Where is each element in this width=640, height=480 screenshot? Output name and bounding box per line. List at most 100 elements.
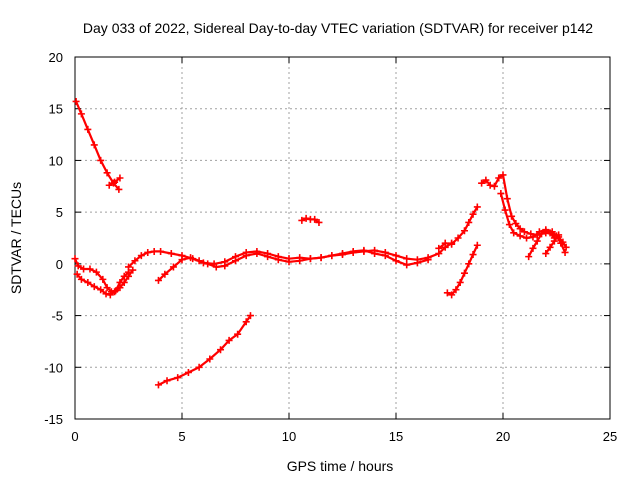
data-point: [73, 270, 81, 278]
data-point: [542, 250, 550, 258]
data-point: [242, 318, 250, 326]
data-point: [529, 233, 537, 241]
data-point: [212, 263, 220, 271]
data-point: [503, 195, 511, 203]
data-point: [523, 234, 531, 242]
data-point: [204, 260, 212, 268]
data-point: [77, 110, 85, 118]
data-point: [460, 269, 468, 277]
data-point: [206, 355, 214, 363]
grid: [75, 57, 610, 419]
x-tick-label: 10: [282, 429, 296, 444]
data-point: [167, 250, 175, 258]
y-tick-label: 0: [56, 257, 63, 272]
data-series: [71, 97, 570, 389]
y-tick-label: -15: [44, 412, 63, 427]
data-point: [486, 181, 494, 189]
data-point: [403, 261, 411, 269]
data-point: [508, 212, 516, 220]
data-point: [443, 289, 451, 297]
data-point: [441, 239, 449, 247]
data-point: [542, 227, 550, 235]
data-point: [302, 214, 310, 222]
data-point: [174, 374, 182, 382]
data-point: [465, 260, 473, 268]
data-point: [371, 250, 379, 258]
x-tick-label: 0: [71, 429, 78, 444]
data-point: [187, 254, 195, 262]
data-point: [306, 255, 314, 263]
data-point: [561, 248, 569, 256]
data-point: [392, 257, 400, 265]
data-point: [546, 243, 554, 251]
data-point: [315, 218, 323, 226]
data-point: [555, 231, 563, 239]
series-trace: [157, 249, 430, 282]
data-point: [490, 182, 498, 190]
data-point: [512, 220, 520, 228]
data-point: [497, 190, 505, 198]
data-point: [349, 247, 357, 255]
data-point: [529, 244, 537, 252]
series-arc-1b: [105, 174, 124, 189]
data-point: [317, 254, 325, 262]
data-point: [516, 225, 524, 233]
data-point: [225, 336, 233, 344]
data-point: [232, 257, 239, 265]
x-tick-label: 20: [496, 429, 510, 444]
x-tick-label: 25: [603, 429, 617, 444]
data-point: [465, 218, 473, 226]
data-point: [510, 229, 518, 237]
data-point: [469, 210, 477, 218]
data-point: [538, 230, 546, 238]
data-point: [115, 185, 123, 193]
data-point: [403, 255, 411, 263]
data-point: [360, 246, 368, 254]
y-axis-label: SDTVAR / TECUs: [8, 182, 24, 294]
data-point: [253, 250, 261, 258]
data-point: [339, 250, 346, 258]
data-point: [328, 252, 336, 260]
y-tick-label: -5: [51, 309, 63, 324]
series-trace: [544, 233, 560, 255]
data-point: [533, 237, 541, 245]
y-tick-label: 15: [49, 102, 63, 117]
data-point: [501, 206, 509, 214]
data-point: [413, 259, 421, 267]
data-point: [448, 240, 456, 248]
y-tick-label: 10: [49, 153, 63, 168]
chart-title: Day 033 of 2022, Sidereal Day-to-day VTE…: [83, 20, 593, 36]
series-arc-5: [154, 246, 432, 284]
data-point: [111, 178, 119, 186]
data-point: [234, 330, 242, 338]
data-point: [550, 237, 558, 245]
data-point: [448, 291, 456, 299]
data-point: [473, 241, 481, 249]
data-point: [84, 278, 92, 286]
data-point: [150, 247, 158, 255]
data-point: [129, 266, 137, 274]
series-trace: [157, 314, 252, 386]
data-point: [516, 232, 524, 240]
data-point: [125, 272, 132, 280]
series-arc-12: [525, 227, 558, 261]
data-point: [557, 239, 565, 247]
x-tick-label: 5: [178, 429, 185, 444]
data-point: [242, 252, 250, 260]
x-tick-label: 15: [389, 429, 403, 444]
data-point: [178, 256, 186, 264]
data-point: [144, 248, 152, 256]
data-point: [246, 312, 254, 320]
data-point: [424, 256, 432, 264]
data-point: [221, 262, 229, 270]
data-point: [116, 174, 124, 182]
data-point: [285, 258, 293, 266]
data-point: [195, 257, 203, 265]
data-point: [525, 253, 533, 261]
data-point: [435, 244, 443, 252]
data-point: [161, 270, 169, 278]
data-point: [296, 257, 304, 265]
data-point: [72, 97, 80, 105]
data-point: [106, 291, 114, 299]
data-point: [495, 174, 503, 182]
